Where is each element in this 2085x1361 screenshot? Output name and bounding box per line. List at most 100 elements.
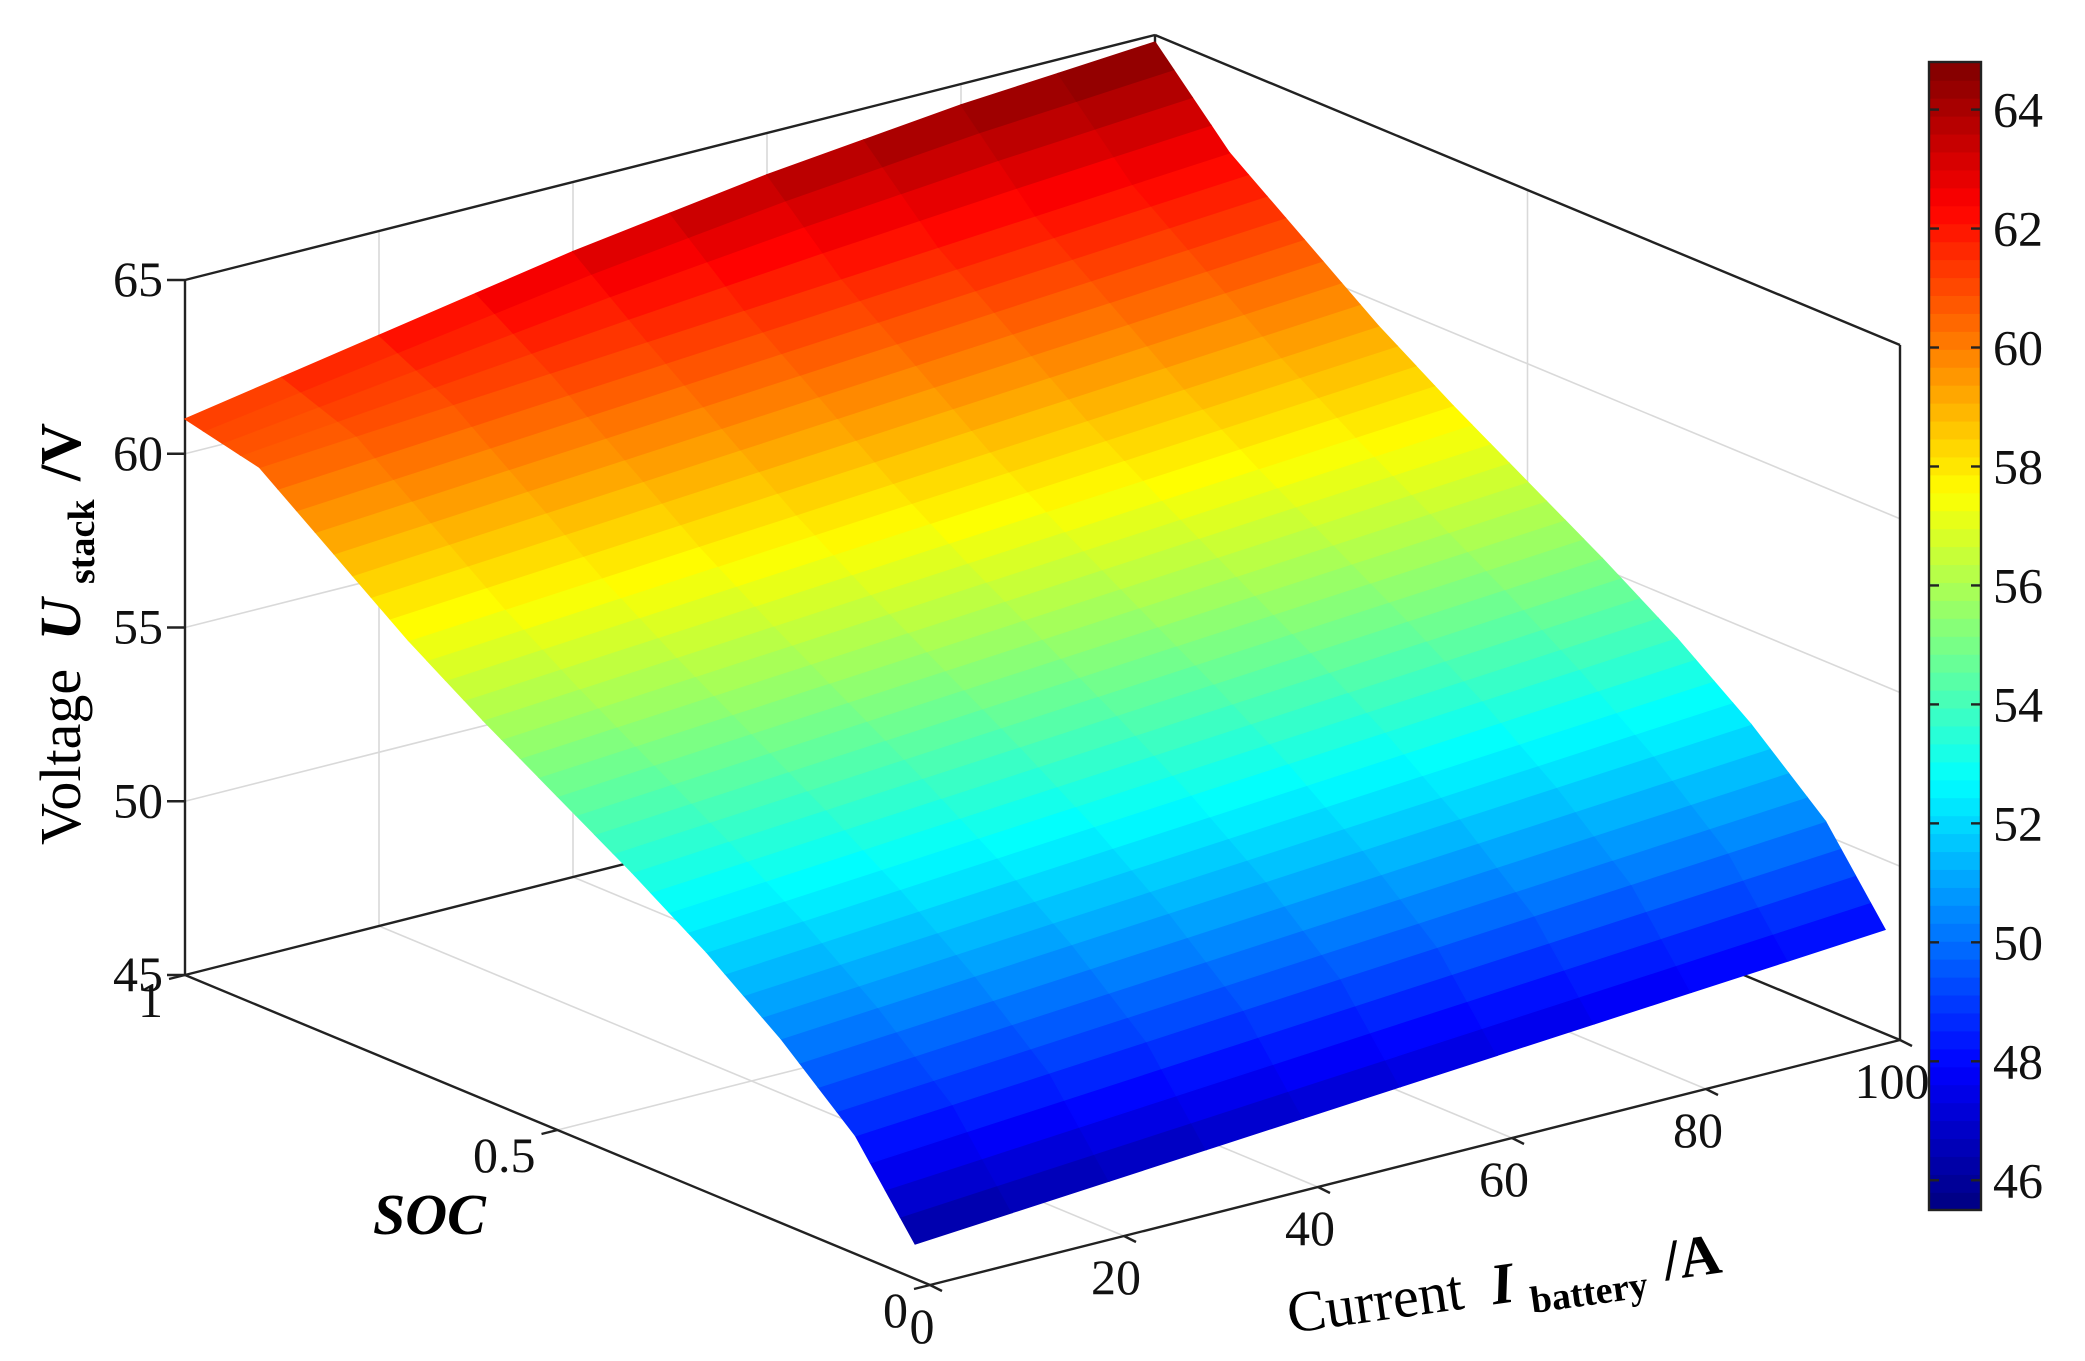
colorbar-band — [1929, 976, 1981, 996]
z-axis-symbol: U — [28, 595, 93, 640]
colorbar-band — [1929, 259, 1981, 279]
colorbar-band — [1929, 815, 1981, 835]
z-tick-label: 65 — [113, 251, 163, 307]
y-tick-label: 1 — [138, 972, 163, 1028]
colorbar-band — [1929, 600, 1981, 619]
colorbar-band — [1929, 994, 1981, 1014]
colorbar-band — [1929, 313, 1981, 332]
colorbar-band — [1929, 1120, 1981, 1140]
tick-mark — [1317, 1185, 1331, 1195]
colorbar-band — [1929, 528, 1981, 548]
colorbar-band — [1929, 923, 1981, 942]
x-axis-unit: /A — [1658, 1221, 1726, 1294]
colorbar-band — [1929, 241, 1981, 261]
colorbar-tick-label: 54 — [1993, 676, 2043, 732]
axis-edge — [184, 33, 1156, 282]
colorbar-band — [1929, 1174, 1981, 1193]
colorbar-band — [1929, 797, 1981, 817]
x-axis-title: Current I battery /A — [1283, 1221, 1727, 1360]
x-tick-label: 60 — [1479, 1151, 1529, 1207]
tick-mark — [541, 1128, 558, 1136]
colorbar-band — [1929, 1048, 1981, 1068]
colorbar-band — [1929, 420, 1981, 440]
colorbar-band — [1929, 456, 1981, 476]
x-tick-label: 80 — [1673, 1102, 1723, 1158]
tick-mark — [1705, 1087, 1719, 1097]
colorbar: 46 48 50 52 54 56 58 60 62 64 — [1927, 60, 2043, 1212]
colorbar-band — [1929, 1066, 1981, 1086]
x-tick-label: 20 — [1091, 1249, 1141, 1305]
x-axis-subscript: battery — [1528, 1264, 1651, 1322]
colorbar-band — [1929, 1156, 1981, 1175]
colorbar-band — [1929, 187, 1981, 207]
z-tick-label: 55 — [113, 599, 163, 655]
colorbar-band — [1929, 779, 1981, 799]
tick-mark — [913, 1283, 931, 1291]
x-tick-label: 0 — [910, 1298, 935, 1354]
colorbar-tick-label: 62 — [1993, 201, 2043, 257]
colorbar-band — [1929, 277, 1981, 296]
colorbar-frame — [1927, 60, 1983, 1212]
z-tick-label: 45 — [113, 946, 163, 1002]
colorbar-band — [1929, 1102, 1981, 1122]
x-tick-label: 100 — [1855, 1053, 1930, 1109]
colorbar-band — [1929, 905, 1981, 924]
x-tick-label: 40 — [1285, 1200, 1335, 1256]
colorbar-band — [1929, 869, 1981, 888]
colorbar-band — [1929, 151, 1981, 171]
colorbar-band — [1929, 331, 1981, 350]
colorbar-band — [1929, 689, 1981, 709]
tick-mark — [1511, 1136, 1525, 1146]
tick-mark — [1123, 1234, 1137, 1244]
colorbar-band — [1929, 62, 1981, 81]
y-axis-title: SOC — [373, 1182, 487, 1247]
tick-mark — [168, 973, 186, 981]
z-axis-title: Voltage U stack /V — [28, 423, 107, 845]
colorbar-band — [1929, 653, 1981, 673]
y-tick-label: 0.5 — [473, 1127, 536, 1183]
colorbar-band — [1929, 492, 1981, 512]
colorbar-tick-label: 64 — [1993, 82, 2043, 138]
colorbar-band — [1929, 564, 1981, 583]
colorbar-band — [1929, 115, 1981, 135]
colorbar-band — [1929, 887, 1981, 906]
tick-mark — [1899, 1038, 1913, 1048]
colorbar-band — [1929, 510, 1981, 530]
colorbar-band — [1929, 474, 1981, 494]
colorbar-band — [1929, 725, 1981, 745]
colorbar-band — [1929, 1030, 1981, 1050]
colorbar-band — [1929, 223, 1981, 243]
colorbar-band — [1929, 133, 1981, 153]
colorbar-band — [1929, 833, 1981, 853]
z-axis-unit: /V — [28, 423, 93, 482]
colorbar-band — [1929, 1012, 1981, 1032]
colorbar-band — [1929, 349, 1981, 368]
axis-edge — [929, 1038, 1901, 1287]
axis-edge — [1154, 33, 1901, 347]
colorbar-tick-label: 48 — [1993, 1033, 2043, 1089]
colorbar-band — [1929, 402, 1981, 422]
z-tick-label: 60 — [113, 425, 163, 481]
colorbar-band — [1929, 366, 1981, 386]
colorbar-band — [1929, 169, 1981, 189]
colorbar-band — [1929, 438, 1981, 458]
colorbar-band — [1929, 636, 1981, 655]
colorbar-band — [1929, 1084, 1981, 1104]
colorbar-tick-label: 50 — [1993, 914, 2043, 970]
voltage-surface — [183, 41, 1886, 1245]
z-tick-label: 50 — [113, 772, 163, 828]
surface-patch — [1057, 41, 1175, 102]
colorbar-band — [1929, 671, 1981, 691]
colorbar-band — [1929, 546, 1981, 566]
z-axis-subscript: stack — [61, 499, 103, 584]
colorbar-band — [1929, 761, 1981, 781]
colorbar-band — [1929, 97, 1981, 117]
colorbar-band — [1929, 707, 1981, 727]
colorbar-tick-label: 46 — [1993, 1152, 2043, 1208]
tick-mark — [929, 1283, 943, 1293]
colorbar-tick-label: 60 — [1993, 320, 2043, 376]
colorbar-band — [1929, 384, 1981, 404]
colorbar-band — [1929, 743, 1981, 763]
colorbar-tick-label: 52 — [1993, 795, 2043, 851]
